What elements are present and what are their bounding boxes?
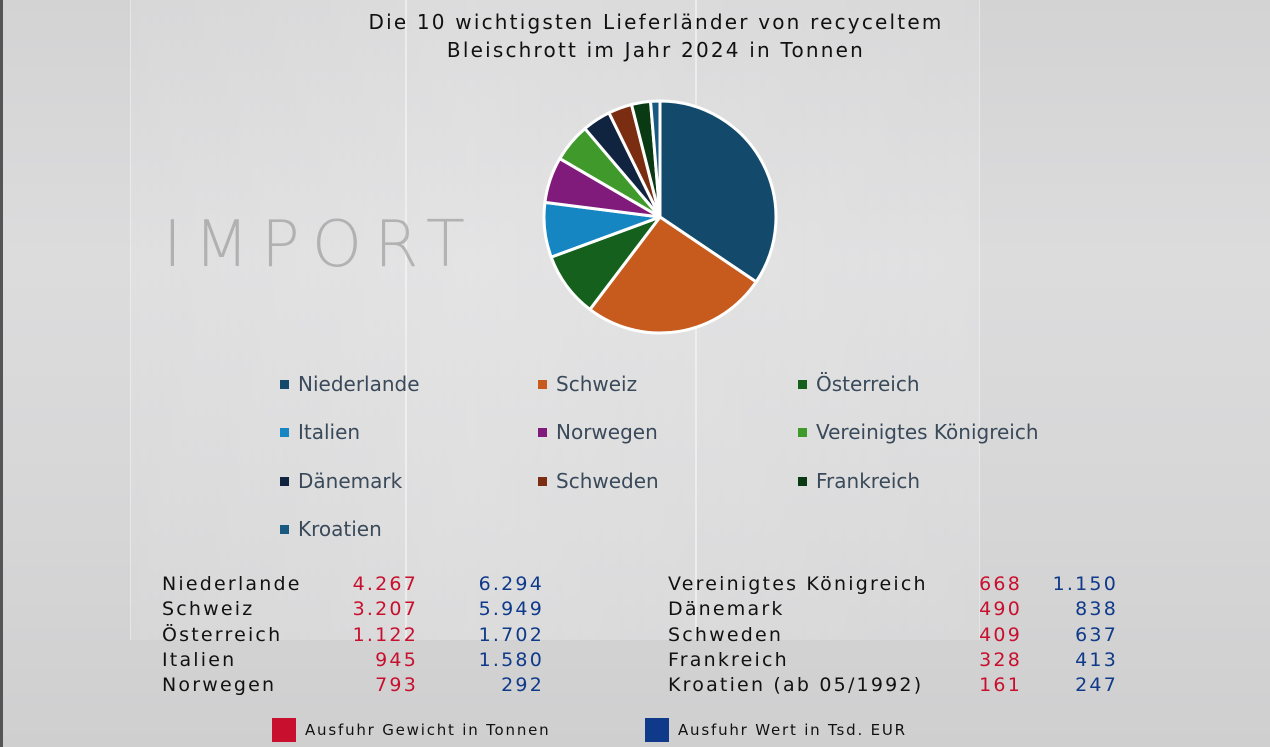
country-name: Schweden (668, 623, 784, 646)
legend-swatch (280, 427, 289, 437)
export-value: 413 (1075, 648, 1118, 671)
legend-swatch (798, 476, 807, 486)
legend-swatch (280, 379, 289, 389)
legend-label: Niederlande (298, 372, 420, 396)
legend-label: Schweden (556, 469, 659, 493)
country-name: Kroatien (ab 05/1992) (668, 674, 924, 697)
weight-color-swatch (272, 718, 296, 742)
footer-legend-weight: Ausfuhr Gewicht in Tonnen (272, 718, 551, 742)
legend-swatch (798, 379, 807, 389)
export-weight: 4.267 (352, 573, 418, 595)
legend-label: Österreich (816, 372, 920, 396)
background-panel (130, 0, 980, 640)
export-value: 1.580 (478, 648, 544, 671)
legend-item: Dänemark (280, 469, 402, 493)
legend-label: Kroatien (298, 517, 382, 541)
legend-item: Vereinigtes Königreich (798, 420, 1039, 444)
chart-title-line-1: Die 10 wichtigsten Lieferländer von recy… (368, 10, 944, 34)
export-value: 1.702 (478, 623, 544, 646)
export-value: 637 (1075, 623, 1118, 646)
pie-slice-niederlande (658, 99, 778, 284)
export-weight: 3.207 (352, 598, 418, 621)
country-name: Italien (162, 648, 237, 671)
country-name: Norwegen (162, 674, 277, 697)
legend-swatch (538, 427, 547, 437)
pie-slice-schweiz (588, 215, 758, 335)
legend-item: Niederlande (280, 372, 420, 396)
export-weight: 328 (979, 648, 1022, 671)
legend-label: Frankreich (816, 469, 921, 493)
import-watermark: IMPORT (163, 208, 477, 282)
legend-item: Schweden (538, 469, 659, 493)
export-value: 5.949 (478, 598, 544, 621)
pie-slice-kroatien (649, 99, 662, 219)
legend-label: Norwegen (556, 420, 658, 444)
legend-swatch (280, 524, 289, 534)
left-edge-line (0, 0, 3, 747)
weight-legend-label: Ausfuhr Gewicht in Tonnen (305, 721, 551, 739)
value-legend-label: Ausfuhr Wert in Tsd. EUR (678, 721, 907, 739)
country-name: Dänemark (668, 598, 785, 621)
legend-item: Italien (280, 420, 360, 444)
export-weight: 490 (979, 598, 1022, 621)
country-name: Niederlande (162, 573, 302, 595)
footer-legend-value: Ausfuhr Wert in Tsd. EUR (645, 718, 907, 742)
export-weight: 945 (375, 648, 418, 671)
legend-swatch (538, 476, 547, 486)
export-weight: 409 (979, 623, 1022, 646)
legend-item: Schweiz (538, 372, 637, 396)
value-color-swatch (645, 718, 669, 742)
country-name: Schweiz (162, 598, 255, 621)
legend-swatch (798, 427, 807, 437)
chart-title: Die 10 wichtigsten Lieferländer von recy… (0, 8, 1270, 64)
export-value: 292 (501, 674, 544, 697)
country-name: Frankreich (668, 648, 789, 671)
chart-title-line-2: Bleischrott im Jahr 2024 in Tonnen (446, 38, 866, 62)
legend-item: Kroatien (280, 517, 382, 541)
export-weight: 1.122 (352, 623, 418, 646)
legend-item: Österreich (798, 372, 920, 396)
country-name: Österreich (162, 623, 283, 646)
chart-legend: Niederlande Schweiz Österreich Italien Norwe… (280, 372, 1080, 552)
legend-label: Schweiz (556, 372, 638, 396)
legend-item: Norwegen (538, 420, 658, 444)
legend-item: Frankreich (798, 469, 920, 493)
background-fold (405, 0, 407, 640)
pie-chart (542, 99, 778, 335)
legend-swatch (280, 476, 289, 486)
legend-label: Italien (298, 420, 361, 444)
export-value: 6.294 (478, 573, 544, 595)
country-name: Vereinigtes Königreich (668, 573, 928, 595)
export-weight: 161 (979, 674, 1022, 697)
export-value: 247 (1075, 674, 1118, 697)
legend-swatch (538, 379, 547, 389)
export-value: 1.150 (1052, 573, 1118, 595)
legend-label: Dänemark (298, 469, 403, 493)
export-weight: 668 (979, 573, 1022, 595)
legend-label: Vereinigtes Königreich (816, 420, 1039, 444)
export-value: 838 (1075, 598, 1118, 621)
export-weight: 793 (375, 674, 418, 697)
